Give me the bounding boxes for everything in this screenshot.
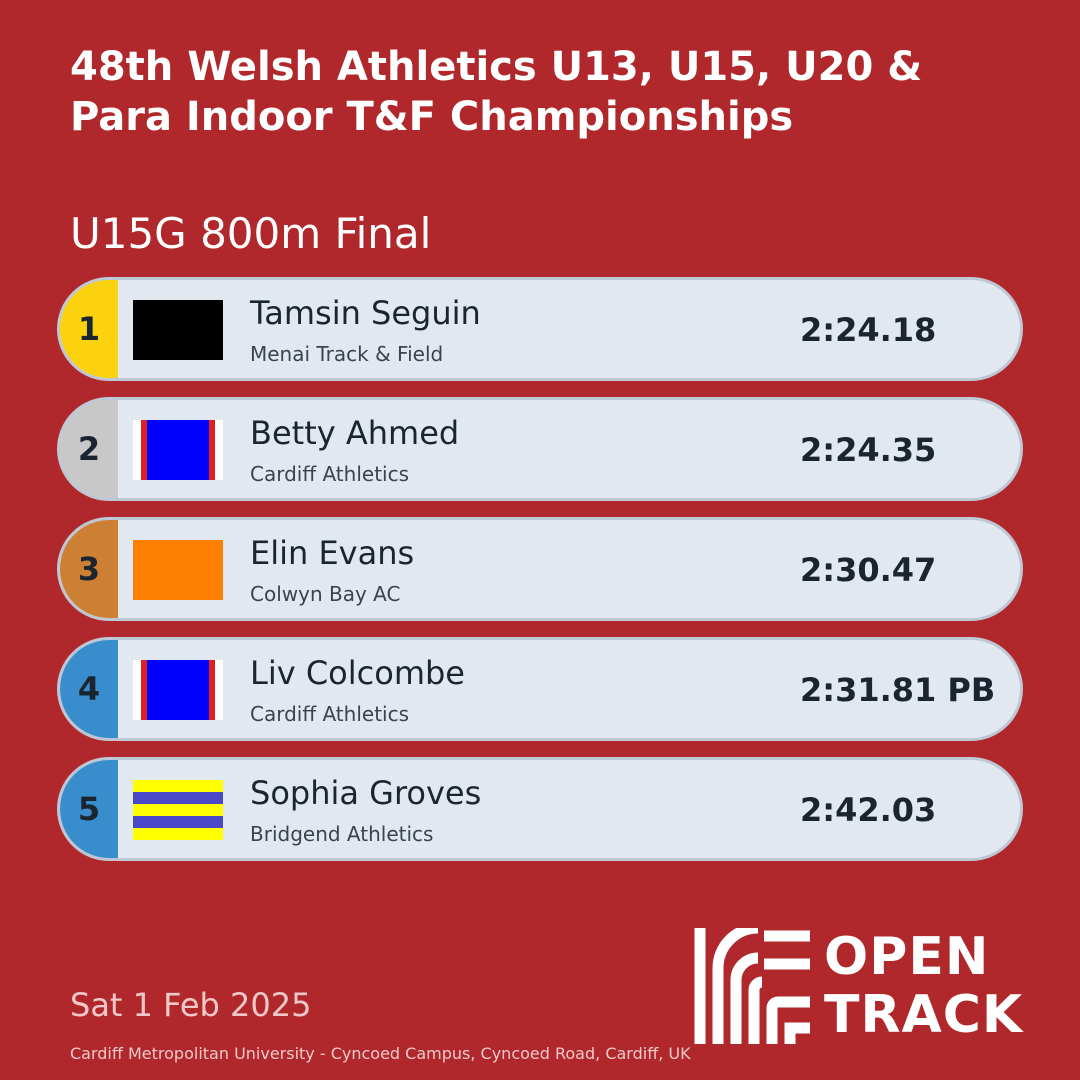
- title-line-1: 48th Welsh Athletics U13, U15, U20 &: [70, 44, 923, 90]
- club-flag-icon: [133, 780, 223, 840]
- position-badge: 4: [60, 640, 118, 738]
- club-name: Cardiff Athletics: [250, 702, 410, 726]
- result-time: 2:24.35: [800, 431, 937, 469]
- event-date: Sat 1 Feb 2025: [70, 986, 312, 1024]
- result-row-2: 2 Betty Ahmed Cardiff Athletics 2:24.35: [57, 397, 1023, 501]
- athlete-name: Sophia Groves: [250, 774, 482, 812]
- club-flag-icon: [133, 420, 223, 480]
- club-name: Cardiff Athletics: [250, 462, 410, 486]
- club-name: Bridgend Athletics: [250, 822, 434, 846]
- club-flag-icon: [133, 540, 223, 600]
- position-badge: 5: [60, 760, 118, 858]
- position-badge: 3: [60, 520, 118, 618]
- result-time: 2:24.18: [800, 311, 937, 349]
- event-venue: Cardiff Metropolitan University - Cyncoe…: [70, 1044, 691, 1063]
- logo-text-track: TRACK: [824, 985, 1024, 1045]
- club-flag-icon: [133, 660, 223, 720]
- result-row-5: 5 Sophia Groves Bridgend Athletics 2:42.…: [57, 757, 1023, 861]
- results-list: 1 Tamsin Seguin Menai Track & Field 2:24…: [57, 277, 1023, 877]
- opentrack-logo: OPEN TRACK: [694, 928, 1044, 1046]
- title-line-2: Para Indoor T&F Championships: [70, 94, 794, 140]
- result-time: 2:31.81 PB: [800, 671, 996, 709]
- athlete-name: Tamsin Seguin: [250, 294, 481, 332]
- result-time: 2:42.03: [800, 791, 937, 829]
- result-row-3: 3 Elin Evans Colwyn Bay AC 2:30.47: [57, 517, 1023, 621]
- track-lanes-icon: [694, 928, 810, 1044]
- athlete-name: Betty Ahmed: [250, 414, 460, 452]
- athlete-name: Liv Colcombe: [250, 654, 465, 692]
- club-flag-icon: [133, 300, 223, 360]
- result-time: 2:30.47: [800, 551, 937, 589]
- result-row-1: 1 Tamsin Seguin Menai Track & Field 2:24…: [57, 277, 1023, 381]
- event-title: U15G 800m Final: [70, 209, 432, 258]
- result-row-4: 4 Liv Colcombe Cardiff Athletics 2:31.81…: [57, 637, 1023, 741]
- position-badge: 2: [60, 400, 118, 498]
- club-name: Menai Track & Field: [250, 342, 444, 366]
- championship-title: 48th Welsh Athletics U13, U15, U20 & Par…: [70, 42, 1030, 142]
- position-badge: 1: [60, 280, 118, 378]
- athlete-name: Elin Evans: [250, 534, 415, 572]
- club-name: Colwyn Bay AC: [250, 582, 401, 606]
- logo-text-open: OPEN: [824, 927, 990, 987]
